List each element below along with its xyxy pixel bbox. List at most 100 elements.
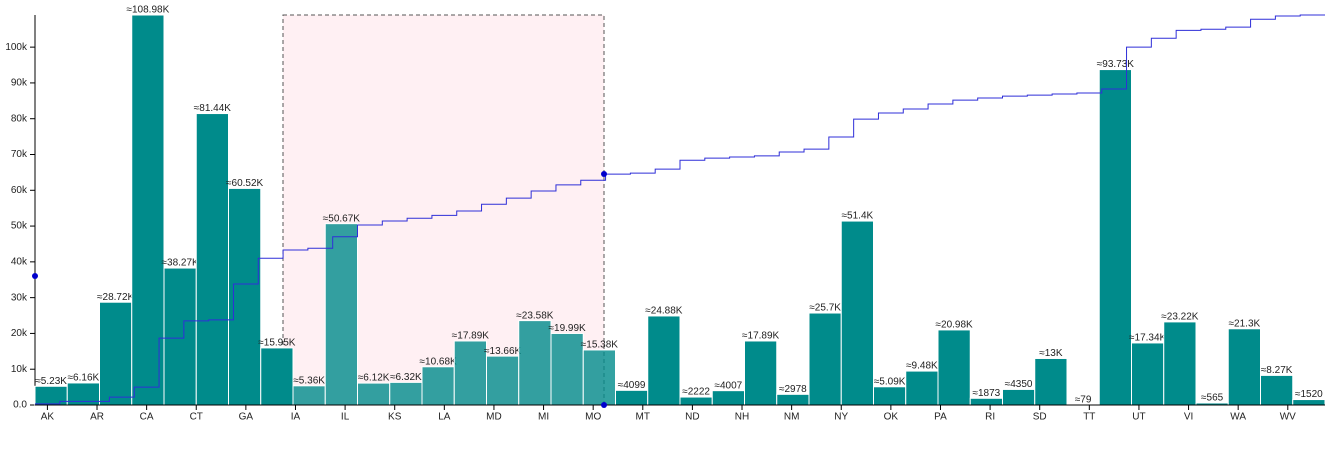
- x-tick-label: NH: [735, 412, 749, 423]
- x-tick-label: WA: [1230, 412, 1246, 423]
- value-label: ≈38.27K: [162, 258, 200, 269]
- bar: [99, 301, 133, 406]
- x-tick-label: RI: [985, 412, 995, 423]
- cumulative-line: [35, 14, 1325, 405]
- y-tick-label: 60k: [11, 185, 28, 196]
- value-label: ≈108.98K: [127, 5, 170, 16]
- x-tick-label: ND: [685, 412, 699, 423]
- x-tick-label: UT: [1132, 412, 1145, 423]
- x-tick-label: VI: [1184, 412, 1193, 423]
- y-tick-label: 30k: [11, 292, 28, 303]
- y-tick-label: 90k: [11, 78, 28, 89]
- bar: [1131, 342, 1165, 406]
- bar: [905, 370, 939, 406]
- bar: [421, 366, 455, 406]
- x-tick-label: KS: [388, 412, 402, 423]
- value-label: ≈6.12K: [358, 373, 390, 384]
- x-tick-label: NY: [834, 412, 848, 423]
- bar: [389, 381, 423, 406]
- value-label: ≈21.3K: [1229, 318, 1261, 329]
- value-label: ≈565: [1201, 393, 1224, 404]
- bar: [808, 312, 842, 406]
- value-label: ≈17.34K: [1129, 333, 1167, 344]
- value-label: ≈13K: [1039, 348, 1063, 359]
- value-label: ≈4007: [715, 380, 743, 391]
- x-tick-label: SD: [1033, 412, 1047, 423]
- x-tick-label: AR: [90, 412, 104, 423]
- bar: [1227, 328, 1261, 406]
- bar: [647, 315, 681, 406]
- bar: [1292, 399, 1326, 406]
- x-tick-label: OK: [884, 412, 899, 423]
- bar: [937, 329, 971, 406]
- brush-handle: [601, 171, 607, 177]
- value-label: ≈6.16K: [68, 373, 100, 384]
- bar: [1034, 357, 1068, 406]
- value-label: ≈5.36K: [293, 375, 325, 386]
- value-label: ≈24.88K: [645, 306, 683, 317]
- bar: [969, 397, 1003, 406]
- value-label: ≈20.98K: [936, 320, 974, 331]
- value-label: ≈2222: [682, 387, 710, 398]
- brush-handle: [32, 273, 38, 279]
- value-label: ≈8.27K: [1261, 365, 1293, 376]
- bar: [163, 267, 197, 406]
- y-tick-label: 20k: [11, 328, 28, 339]
- value-label: ≈1520: [1295, 389, 1323, 400]
- value-label: ≈81.44K: [194, 103, 232, 114]
- value-label: ≈17.89K: [452, 331, 490, 342]
- bar: [260, 347, 294, 406]
- y-tick-label: 100k: [5, 42, 28, 53]
- bar: [518, 320, 552, 406]
- value-label: ≈6.32K: [390, 372, 422, 383]
- value-label: ≈51.4K: [842, 211, 874, 222]
- x-tick-label: MO: [585, 412, 601, 423]
- value-label: ≈79: [1075, 394, 1092, 405]
- x-tick-label: IA: [291, 412, 301, 423]
- bar: [1002, 388, 1036, 406]
- x-tick-label: IL: [341, 412, 350, 423]
- x-tick-label: AK: [41, 412, 55, 423]
- bar: [711, 390, 745, 406]
- y-tick-label: 70k: [11, 149, 28, 160]
- bar: [550, 332, 584, 406]
- bar: [357, 382, 391, 406]
- x-tick-label: TT: [1083, 412, 1095, 423]
- bar: [679, 396, 713, 406]
- y-tick-label: 0.0: [13, 400, 27, 411]
- y-tick-label: 50k: [11, 221, 28, 232]
- bar: [582, 349, 616, 406]
- bar: [1163, 321, 1197, 406]
- value-label: ≈13.66K: [484, 346, 522, 357]
- value-label: ≈1873: [973, 388, 1001, 399]
- value-label: ≈28.72K: [97, 292, 135, 303]
- value-label: ≈15.95K: [258, 338, 296, 349]
- bar: [1098, 69, 1132, 406]
- value-label: ≈23.22K: [1161, 312, 1199, 323]
- value-label: ≈15.38K: [581, 340, 619, 351]
- bar: [292, 385, 326, 406]
- bar: [744, 340, 778, 406]
- value-label: ≈9.48K: [906, 361, 938, 372]
- bar: [1260, 374, 1294, 406]
- x-tick-label: GA: [239, 412, 254, 423]
- value-label: ≈19.99K: [549, 323, 587, 334]
- brush-handle: [601, 402, 607, 408]
- value-label: ≈5.09K: [874, 376, 906, 387]
- value-label: ≈10.68K: [420, 356, 458, 367]
- value-label: ≈17.89K: [742, 331, 780, 342]
- bar: [615, 389, 649, 406]
- x-tick-label: CT: [190, 412, 203, 423]
- value-label: ≈93.73K: [1097, 59, 1135, 70]
- bar: [324, 223, 358, 406]
- x-tick-label: CA: [140, 412, 154, 423]
- value-label: ≈25.7K: [809, 303, 841, 314]
- x-tick-label: MI: [538, 412, 549, 423]
- bar: [195, 113, 229, 406]
- x-tick-label: NM: [784, 412, 800, 423]
- bar: [453, 340, 487, 406]
- bar: [486, 355, 520, 406]
- value-label: ≈23.58K: [516, 310, 554, 321]
- y-tick-label: 10k: [11, 364, 28, 375]
